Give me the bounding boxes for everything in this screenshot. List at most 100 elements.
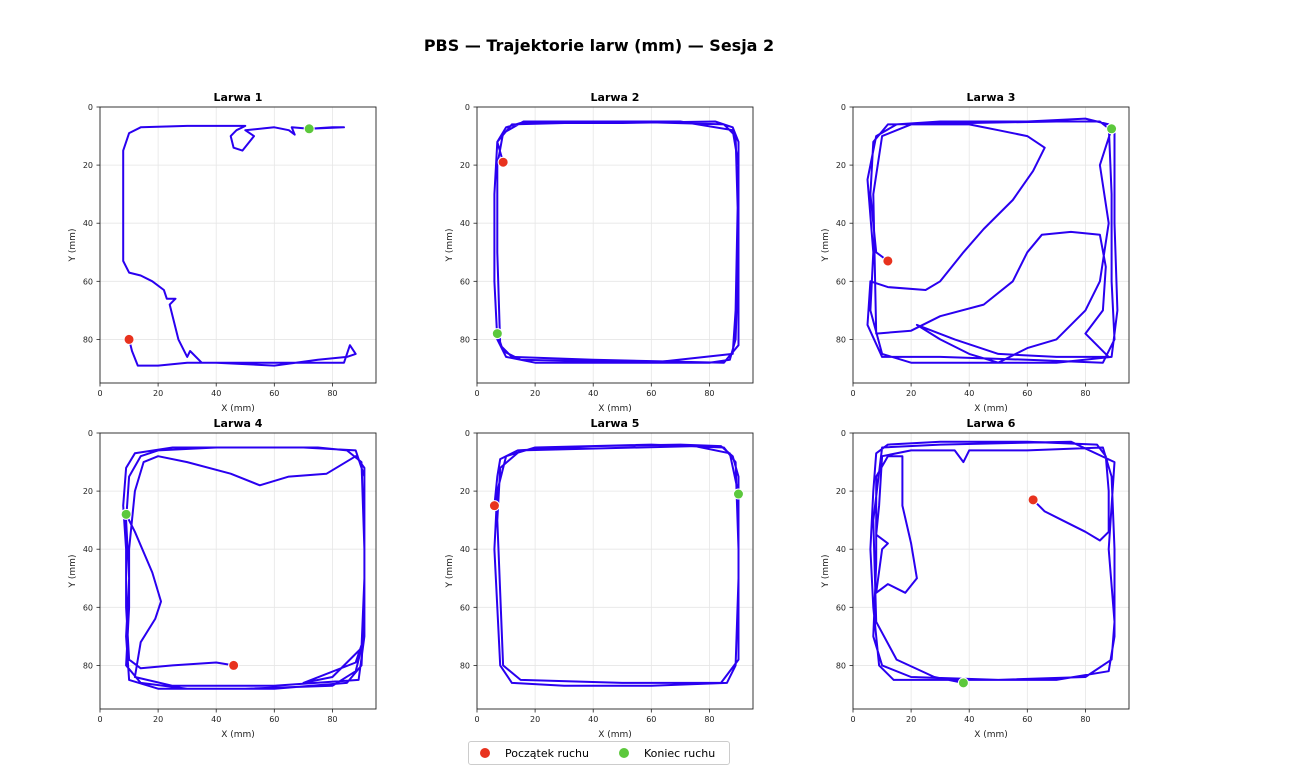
y-tick-label: 0 xyxy=(88,429,93,438)
x-tick-label: 0 xyxy=(97,389,102,398)
y-tick-label: 40 xyxy=(460,219,470,228)
start-marker-icon xyxy=(480,748,490,758)
y-tick-label: 40 xyxy=(836,545,846,554)
x-tick-label: 20 xyxy=(906,715,916,724)
x-tick-label: 60 xyxy=(269,389,279,398)
subplot-3: 0 20 40 60 80 0 20 40 60 80 X (mm) Y (mm) Larwa 3 xyxy=(821,91,1130,414)
start-point xyxy=(488,500,500,512)
x-tick-label: 60 xyxy=(646,715,656,724)
y-tick-label: 0 xyxy=(841,429,846,438)
x-axis-label: X (mm) xyxy=(974,730,1008,740)
y-tick-label: 80 xyxy=(83,661,93,670)
y-tick-label: 0 xyxy=(465,103,470,112)
end-point xyxy=(1106,123,1118,135)
y-tick-label: 40 xyxy=(83,219,93,228)
y-axis-label: Y (mm) xyxy=(68,229,78,263)
trajectory-line xyxy=(493,443,740,687)
trajectory-line xyxy=(869,440,1116,684)
y-tick-label: 60 xyxy=(836,277,846,286)
x-tick-label: 20 xyxy=(530,715,540,724)
subplot-title: Larwa 2 xyxy=(591,91,640,104)
y-tick-label: 20 xyxy=(460,161,470,170)
y-tick-label: 0 xyxy=(841,103,846,112)
legend-item-end: Koniec ruchu xyxy=(618,746,716,760)
y-axis-label: Y (mm) xyxy=(821,229,831,263)
figure-title: PBS — Trajektorie larw (mm) — Sesja 2 xyxy=(423,36,775,55)
x-tick-label: 0 xyxy=(474,715,479,724)
subplot-title: Larwa 1 xyxy=(214,91,263,104)
axes-frame xyxy=(99,106,377,384)
axes-frame xyxy=(99,432,377,710)
y-tick-label: 0 xyxy=(88,103,93,112)
trajectory-line xyxy=(122,446,366,690)
subplot-6: 0 20 40 60 80 0 20 40 60 80 X (mm) Y (mm) Larwa 6 xyxy=(821,417,1130,740)
end-marker-icon xyxy=(618,748,629,758)
y-tick-label: 60 xyxy=(460,277,470,286)
x-tick-label: 40 xyxy=(588,715,598,724)
y-tick-label: 60 xyxy=(836,603,846,612)
y-tick-label: 40 xyxy=(836,219,846,228)
x-tick-label: 0 xyxy=(850,389,855,398)
y-axis-label: Y (mm) xyxy=(445,229,455,263)
y-tick-label: 80 xyxy=(460,661,470,670)
x-tick-label: 80 xyxy=(704,389,714,398)
start-point xyxy=(497,156,509,168)
subplot-title: Larwa 3 xyxy=(967,91,1016,104)
x-axis-label: X (mm) xyxy=(974,404,1008,414)
subplot-1: 0 20 40 60 80 0 20 40 60 80 X (mm) Y (mm) Larwa 1 xyxy=(68,91,377,414)
y-axis-label: Y (mm) xyxy=(821,555,831,589)
y-tick-label: 20 xyxy=(83,487,93,496)
y-tick-label: 20 xyxy=(460,487,470,496)
trajectory-line xyxy=(493,120,740,364)
x-tick-label: 40 xyxy=(211,715,221,724)
x-tick-label: 20 xyxy=(530,389,540,398)
x-tick-label: 20 xyxy=(153,715,163,724)
subplot-title: Larwa 6 xyxy=(967,417,1016,430)
x-tick-label: 0 xyxy=(474,389,479,398)
x-tick-label: 40 xyxy=(211,389,221,398)
legend-item-start: Początek ruchu xyxy=(480,747,589,760)
x-tick-label: 0 xyxy=(97,715,102,724)
x-tick-label: 80 xyxy=(327,389,337,398)
x-axis-label: X (mm) xyxy=(221,730,255,740)
axes-frame xyxy=(476,106,754,384)
start-point xyxy=(228,659,240,671)
x-axis-label: X (mm) xyxy=(598,404,632,414)
y-tick-label: 60 xyxy=(83,277,93,286)
x-tick-label: 60 xyxy=(646,389,656,398)
subplot-title: Larwa 5 xyxy=(591,417,640,430)
x-tick-label: 80 xyxy=(1080,715,1090,724)
x-tick-label: 40 xyxy=(964,389,974,398)
y-tick-label: 80 xyxy=(836,335,846,344)
start-point xyxy=(882,255,894,267)
y-tick-label: 60 xyxy=(83,603,93,612)
y-tick-label: 40 xyxy=(83,545,93,554)
legend-end-label: Koniec ruchu xyxy=(643,746,716,760)
x-tick-label: 80 xyxy=(327,715,337,724)
x-tick-label: 20 xyxy=(153,389,163,398)
x-tick-label: 20 xyxy=(906,389,916,398)
y-tick-label: 20 xyxy=(836,161,846,170)
x-tick-label: 80 xyxy=(1080,389,1090,398)
subplot-2: 0 20 40 60 80 0 20 40 60 80 X (mm) Y (mm) Larwa 2 xyxy=(445,91,754,414)
start-point xyxy=(1027,494,1039,506)
x-tick-label: 40 xyxy=(588,389,598,398)
end-point xyxy=(120,508,132,520)
end-point xyxy=(303,123,315,135)
x-axis-label: X (mm) xyxy=(221,404,255,414)
x-tick-label: 40 xyxy=(964,715,974,724)
end-point xyxy=(732,488,744,500)
y-axis-label: Y (mm) xyxy=(68,555,78,589)
x-tick-label: 60 xyxy=(1022,389,1032,398)
end-point xyxy=(957,677,969,689)
subplot-title: Larwa 4 xyxy=(214,417,263,430)
legend-start-label: Początek ruchu xyxy=(505,746,589,760)
x-tick-label: 60 xyxy=(1022,715,1032,724)
y-tick-label: 20 xyxy=(83,161,93,170)
y-axis-label: Y (mm) xyxy=(445,555,455,589)
x-tick-label: 80 xyxy=(704,715,714,724)
end-point xyxy=(491,328,503,340)
trajectory-line xyxy=(122,124,357,367)
y-tick-label: 20 xyxy=(836,487,846,496)
